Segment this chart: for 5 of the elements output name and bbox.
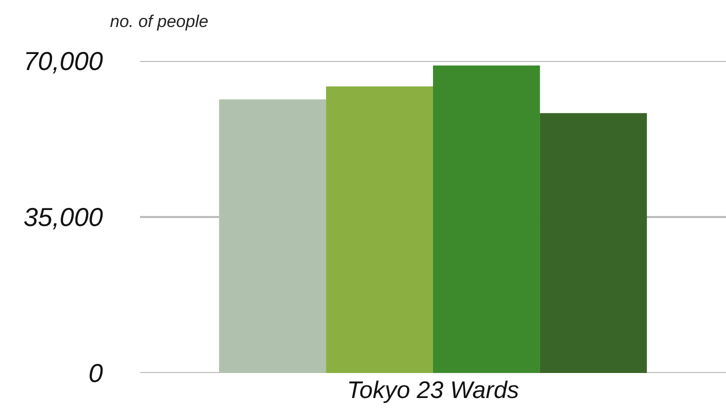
x-tick-label: Tokyo 23 Wards bbox=[346, 377, 520, 404]
y-axis-title: no. of people bbox=[110, 12, 208, 31]
y-tick-label: 0 bbox=[88, 358, 104, 388]
y-tick-label: 35,000 bbox=[23, 202, 104, 232]
y-tick-label: 70,000 bbox=[23, 46, 104, 76]
